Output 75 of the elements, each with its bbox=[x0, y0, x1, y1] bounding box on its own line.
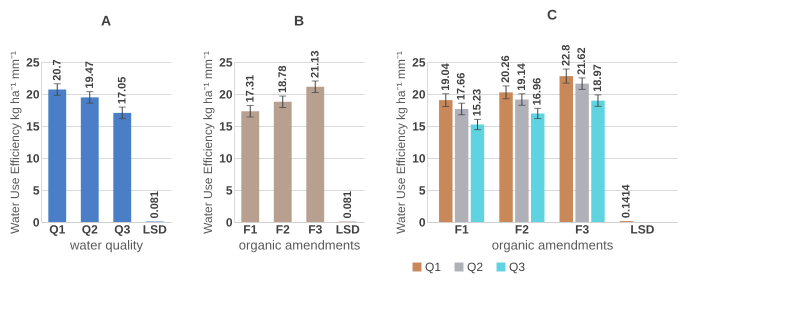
x-tick-label: F2 bbox=[514, 222, 530, 236]
data-label: 16.96 bbox=[532, 78, 544, 106]
y-tick-label: 0 bbox=[418, 216, 426, 230]
bar bbox=[113, 112, 132, 222]
x-tick-label: Q1 bbox=[49, 222, 66, 236]
y-tick-label: 5 bbox=[226, 184, 233, 198]
bar bbox=[274, 102, 292, 222]
y-axis-title: Water Use Efficiency kg ha⁻¹ mm⁻¹ bbox=[201, 51, 216, 234]
x-tick-label: F1 bbox=[454, 222, 469, 236]
x-tick-label: F3 bbox=[575, 222, 590, 236]
bar bbox=[306, 86, 324, 222]
data-label: 17.66 bbox=[456, 72, 468, 100]
data-label: 20.26 bbox=[500, 55, 512, 83]
y-tick-label: 10 bbox=[26, 152, 40, 166]
y-tick-label: 5 bbox=[32, 184, 40, 198]
bar bbox=[439, 100, 453, 222]
data-label: 0.1414 bbox=[620, 184, 633, 218]
legend-label: Q2 bbox=[467, 260, 484, 274]
y-axis-title: Water Use Efficiency kg ha⁻¹ mm⁻¹ bbox=[8, 51, 22, 234]
x-tick-label: LSD bbox=[630, 222, 655, 236]
x-tick-label: Q2 bbox=[82, 222, 98, 236]
data-label: 0.081 bbox=[148, 190, 161, 218]
x-tick-label: F3 bbox=[308, 222, 323, 236]
bar bbox=[80, 97, 99, 222]
y-tick-label: 20 bbox=[412, 88, 426, 102]
data-label: 19.04 bbox=[440, 62, 452, 91]
y-tick-label: 25 bbox=[26, 56, 40, 70]
data-label: 18.97 bbox=[592, 64, 604, 92]
y-tick-label: 25 bbox=[412, 56, 426, 70]
data-label: 0.081 bbox=[342, 190, 354, 218]
legend-label: Q3 bbox=[509, 260, 526, 274]
data-label: 18.78 bbox=[276, 66, 289, 94]
bar bbox=[454, 108, 468, 222]
data-label: 15.23 bbox=[471, 88, 484, 116]
data-label: 19.14 bbox=[516, 62, 528, 91]
bar bbox=[241, 111, 260, 222]
x-axis-title: water quality bbox=[69, 238, 144, 252]
data-label: 17.05 bbox=[116, 76, 128, 104]
y-tick-label: 0 bbox=[226, 216, 233, 230]
bar bbox=[470, 124, 484, 222]
x-tick-label: F2 bbox=[276, 222, 290, 236]
data-label: 20.7 bbox=[51, 59, 64, 81]
data-label: 21.62 bbox=[576, 47, 588, 75]
x-tick-label: LSD bbox=[142, 222, 168, 236]
chart-title: C bbox=[546, 6, 558, 23]
bar bbox=[530, 113, 544, 222]
x-axis-title: organic amendments bbox=[492, 238, 614, 252]
bar bbox=[515, 100, 529, 222]
y-tick-label: 5 bbox=[418, 184, 426, 198]
data-label: 22.8 bbox=[560, 44, 572, 66]
y-tick-label: 20 bbox=[26, 88, 40, 102]
data-label: 21.13 bbox=[309, 50, 322, 78]
bar bbox=[575, 84, 589, 222]
bar bbox=[48, 90, 66, 222]
x-tick-label: F1 bbox=[243, 222, 258, 236]
y-tick-label: 10 bbox=[412, 152, 426, 166]
data-label: 17.31 bbox=[244, 74, 256, 102]
x-axis-title: organic amendments bbox=[238, 238, 361, 252]
y-tick-label: 15 bbox=[26, 120, 40, 134]
bar bbox=[591, 100, 605, 222]
y-tick-label: 25 bbox=[219, 56, 233, 70]
y-tick-label: 10 bbox=[219, 152, 233, 166]
chart-title: B bbox=[294, 12, 304, 28]
y-tick-label: 20 bbox=[219, 88, 233, 102]
legend-label: Q1 bbox=[425, 260, 442, 274]
x-tick-label: Q3 bbox=[114, 222, 131, 236]
y-tick-label: 15 bbox=[219, 120, 233, 134]
y-axis-title: Water Use Efficiency kg ha⁻¹ mm⁻¹ bbox=[394, 51, 408, 234]
y-tick-label: 0 bbox=[32, 216, 40, 230]
chart-title: A bbox=[100, 12, 112, 29]
data-label: 19.47 bbox=[84, 61, 96, 89]
bar bbox=[499, 92, 513, 222]
bar bbox=[560, 76, 574, 222]
x-tick-label: LSD bbox=[336, 222, 360, 236]
y-tick-label: 15 bbox=[412, 120, 426, 134]
